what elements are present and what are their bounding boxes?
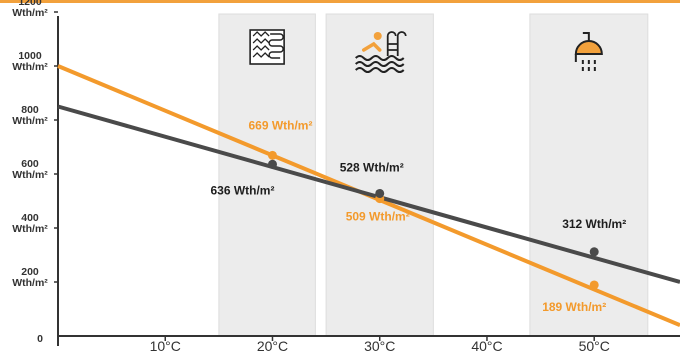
icon-part xyxy=(252,52,270,58)
x-tick-label: 50°C xyxy=(579,338,610,352)
icon-part xyxy=(386,31,407,56)
y-tick-label-line: Wth/m² xyxy=(12,169,48,181)
y-tick-label-line: 800 xyxy=(21,104,39,116)
icons-layer xyxy=(249,29,603,73)
y-tick-label-line: 1200 xyxy=(18,0,42,8)
data-point xyxy=(267,150,277,160)
icon-part xyxy=(581,67,584,71)
icon-part xyxy=(373,32,382,40)
top-accent-bar xyxy=(0,0,680,3)
band-2 xyxy=(325,13,434,337)
y-tick-label-line: Wth/m² xyxy=(12,115,48,127)
y-tick-label: 800 Wth/m² xyxy=(12,104,48,127)
icon-part xyxy=(593,60,596,64)
icon-part xyxy=(268,33,284,59)
floor-heating-icon xyxy=(249,29,285,65)
y-tick-label-line: 600 xyxy=(21,158,39,170)
y-tick-label-line: 400 xyxy=(21,212,39,224)
icon-part xyxy=(593,67,596,71)
icon-part xyxy=(574,40,603,55)
icon-part xyxy=(252,31,270,37)
y-tick-label: 200 Wth/m² xyxy=(12,266,48,289)
y-tick-label-line: 200 xyxy=(21,266,39,278)
data-label: 528 Wth/m² xyxy=(340,160,404,174)
series-points-layer xyxy=(267,150,599,290)
y-tick-label: 0 xyxy=(37,333,43,345)
y-tick-label-line: Wth/m² xyxy=(12,277,48,289)
x-tick-label: 30°C xyxy=(364,338,395,352)
y-tick-label-line: Wth/m² xyxy=(12,61,48,73)
data-label: 636 Wth/m² xyxy=(210,183,274,197)
data-labels-layer: 669 Wth/m² 509 Wth/m² 189 Wth/m² 636 Wth/m²… xyxy=(210,118,626,314)
y-tick-label: 1200 Wth/m² xyxy=(12,0,48,19)
icon-part xyxy=(252,38,270,44)
y-tick-label-line: 1000 xyxy=(18,50,42,62)
icon-part xyxy=(355,61,405,67)
swimming-pool-icon xyxy=(355,31,407,73)
series-lines-layer xyxy=(57,64,680,328)
icon-part xyxy=(355,55,405,61)
icon-part xyxy=(252,45,270,51)
icon-part xyxy=(361,41,382,52)
data-point xyxy=(267,159,277,169)
x-tick-label: 10°C xyxy=(150,338,181,352)
shower-icon xyxy=(574,32,603,71)
y-tick-label: 400 Wth/m² xyxy=(12,212,48,235)
data-point xyxy=(589,247,599,257)
data-label: 312 Wth/m² xyxy=(562,217,626,231)
series-line-2 xyxy=(57,104,680,284)
icon-part xyxy=(587,67,590,71)
data-label: 189 Wth/m² xyxy=(542,300,606,314)
icon-part xyxy=(582,32,590,41)
y-tick-label: 1000 Wth/m² xyxy=(12,50,48,73)
x-tick-label: 40°C xyxy=(471,338,502,352)
y-tick-label: 600 Wth/m² xyxy=(12,158,48,181)
data-point xyxy=(375,188,385,198)
x-tick-label: 20°C xyxy=(257,338,288,352)
y-tick-label-line: Wth/m² xyxy=(12,7,48,19)
icon-part xyxy=(581,60,584,64)
icon-part xyxy=(587,60,590,64)
data-label: 509 Wth/m² xyxy=(346,210,410,224)
icon-part xyxy=(355,67,405,73)
data-label: 669 Wth/m² xyxy=(248,118,312,132)
data-point xyxy=(589,280,599,290)
y-tick-label-line: Wth/m² xyxy=(12,223,48,235)
